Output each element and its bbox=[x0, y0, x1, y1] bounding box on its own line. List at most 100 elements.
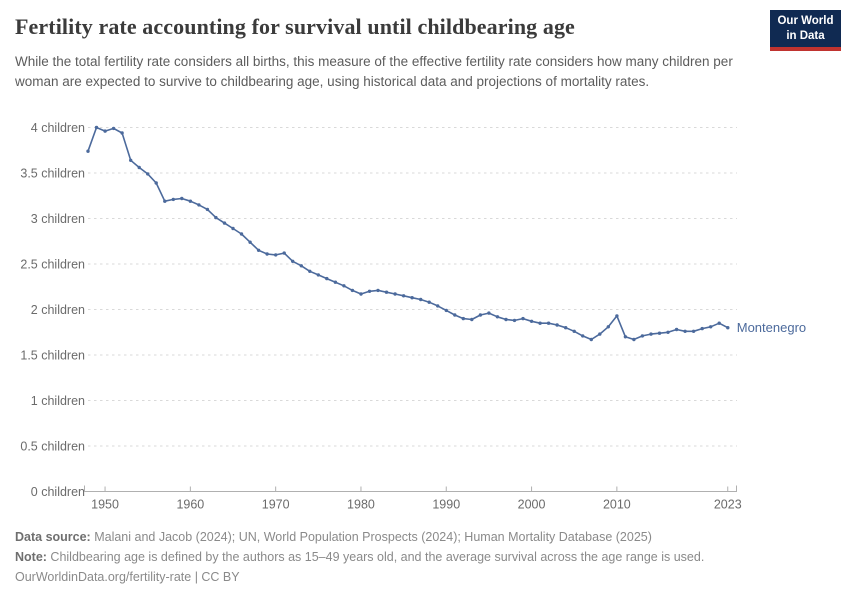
data-point bbox=[717, 321, 721, 325]
data-point bbox=[478, 313, 483, 317]
data-point bbox=[367, 289, 372, 293]
data-point bbox=[427, 300, 431, 304]
data-point bbox=[555, 323, 559, 327]
chart-subtitle: While the total fertility rate considers… bbox=[15, 54, 733, 90]
data-point bbox=[350, 288, 355, 293]
data-point bbox=[529, 319, 534, 323]
data-point bbox=[495, 315, 500, 319]
owid-logo-line2: in Data bbox=[786, 29, 825, 42]
license-link[interactable]: OurWorldinData.org/fertility-rate | CC B… bbox=[15, 570, 240, 584]
owid-logo[interactable]: Our World in Data bbox=[770, 10, 841, 51]
data-point bbox=[137, 165, 141, 170]
data-point bbox=[691, 329, 696, 333]
y-axis-tick-label: 1 children bbox=[31, 394, 85, 408]
data-point bbox=[222, 221, 227, 225]
data-point bbox=[239, 232, 244, 236]
data-point bbox=[188, 199, 193, 203]
data-point bbox=[316, 273, 320, 277]
y-axis-tick-label: 4 children bbox=[31, 121, 85, 135]
data-point bbox=[384, 290, 389, 294]
data-point bbox=[393, 292, 397, 296]
y-axis-tick-label: 1.5 children bbox=[20, 349, 85, 363]
data-point bbox=[657, 331, 662, 335]
data-point bbox=[623, 335, 628, 339]
data-point bbox=[606, 325, 610, 329]
data-point bbox=[598, 332, 602, 336]
data-point bbox=[546, 321, 551, 325]
data-point bbox=[453, 313, 457, 317]
data-line bbox=[87, 126, 729, 341]
data-point bbox=[94, 125, 99, 130]
data-point bbox=[700, 326, 704, 331]
data-point bbox=[521, 316, 525, 321]
page-title: Fertility rate accounting for survival u… bbox=[15, 14, 575, 39]
data-point bbox=[461, 316, 465, 321]
x-axis-tick-label: 2010 bbox=[603, 498, 631, 512]
data-point bbox=[436, 304, 440, 308]
y-axis-tick-label: 0 children bbox=[31, 485, 85, 499]
y-axis-tick-label: 2 children bbox=[31, 303, 85, 317]
x-axis-tick-label: 1990 bbox=[432, 498, 460, 512]
x-axis-tick-label: 1980 bbox=[347, 498, 375, 512]
data-point bbox=[572, 329, 576, 333]
data-point bbox=[274, 253, 278, 257]
data-point bbox=[265, 252, 269, 256]
x-axis-tick-label: 2023 bbox=[714, 498, 742, 512]
data-point bbox=[342, 284, 346, 288]
data-point bbox=[504, 317, 508, 322]
data-point bbox=[86, 149, 90, 153]
data-point bbox=[666, 330, 670, 334]
data-point bbox=[214, 215, 218, 220]
data-point bbox=[120, 131, 124, 135]
data-point bbox=[103, 129, 107, 133]
data-point bbox=[709, 325, 713, 329]
data-point bbox=[146, 172, 150, 176]
y-axis-tick-label: 0.5 children bbox=[20, 440, 85, 454]
data-point bbox=[581, 334, 585, 338]
chart-plot-area[interactable]: 4 children 3.5 children 3 children 2.5 chil… bbox=[0, 112, 850, 517]
data-point bbox=[282, 251, 286, 255]
data-point bbox=[444, 308, 448, 313]
data-source-label: Data source: bbox=[15, 530, 91, 544]
data-point bbox=[401, 294, 406, 298]
data-point bbox=[376, 288, 380, 293]
data-point bbox=[632, 337, 636, 342]
data-point bbox=[163, 199, 167, 203]
data-point bbox=[291, 259, 295, 263]
note-line: Note: Childbearing age is defined by the… bbox=[15, 547, 815, 567]
data-point bbox=[359, 292, 363, 296]
data-point bbox=[410, 296, 414, 300]
data-point bbox=[197, 203, 201, 207]
data-point bbox=[180, 196, 184, 201]
data-source-text: Malani and Jacob (2024); UN, World Popul… bbox=[90, 530, 652, 544]
data-point bbox=[470, 317, 474, 322]
fertility-line-chart[interactable]: 4 children 3.5 children 3 children 2.5 chil… bbox=[0, 112, 850, 517]
data-point bbox=[683, 329, 687, 333]
data-point bbox=[154, 181, 158, 185]
x-axis-tick-label: 2000 bbox=[518, 498, 546, 512]
data-point bbox=[308, 269, 312, 273]
owid-logo-line1: Our World bbox=[777, 15, 834, 28]
data-source-line: Data source: Malani and Jacob (2024); UN… bbox=[15, 527, 815, 547]
data-point bbox=[205, 207, 210, 212]
data-point bbox=[512, 318, 517, 323]
y-axis-tick-label: 3.5 children bbox=[20, 167, 85, 181]
x-axis-tick-label: 1950 bbox=[91, 498, 119, 512]
data-point bbox=[111, 126, 116, 131]
chart-footer: Data source: Malani and Jacob (2024); UN… bbox=[15, 527, 815, 587]
data-point bbox=[487, 311, 491, 315]
data-point bbox=[726, 326, 730, 330]
data-point bbox=[256, 248, 261, 252]
data-point bbox=[129, 158, 133, 162]
data-point bbox=[248, 240, 252, 244]
data-point bbox=[615, 314, 619, 318]
data-point bbox=[640, 334, 645, 338]
data-point bbox=[171, 197, 175, 202]
data-point bbox=[589, 337, 593, 342]
y-axis-tick-label: 2.5 children bbox=[20, 258, 85, 272]
data-point bbox=[564, 326, 568, 330]
data-point bbox=[325, 276, 329, 281]
data-point bbox=[231, 226, 235, 231]
x-axis-tick-label: 1970 bbox=[262, 498, 290, 512]
